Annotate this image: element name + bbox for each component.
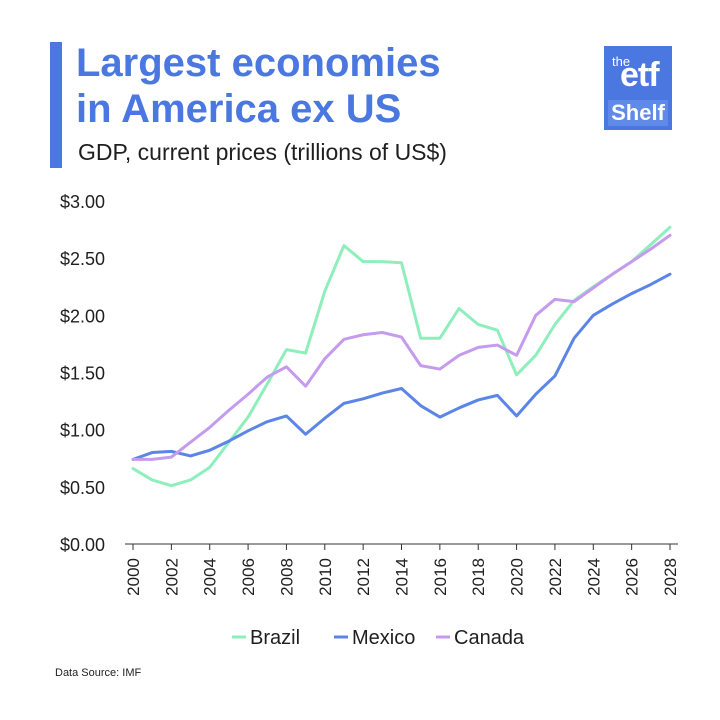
data-source-note: Data Source: IMF xyxy=(55,667,142,679)
logo-text-shelf: Shelf xyxy=(608,100,668,126)
x-tick-label: 2020 xyxy=(508,558,527,596)
title-line-2: in America ex US xyxy=(76,87,402,131)
legend-label-mexico: Mexico xyxy=(352,627,415,649)
y-tick-label: $3.00 xyxy=(60,192,105,212)
y-tick-label: $1.00 xyxy=(60,421,105,441)
y-tick-label: $0.00 xyxy=(60,535,105,555)
y-tick-label: $2.50 xyxy=(60,249,105,269)
y-tick-label: $1.50 xyxy=(60,364,105,384)
title-accent-bar xyxy=(50,42,62,168)
x-tick-label: 2010 xyxy=(316,558,335,596)
x-tick-label: 2002 xyxy=(162,558,181,596)
y-tick-label: $2.00 xyxy=(60,306,105,326)
legend-label-brazil: Brazil xyxy=(250,627,300,649)
x-tick-label: 2012 xyxy=(354,558,373,596)
page-title: Largest economies in America ex US xyxy=(76,40,556,132)
x-tick-label: 2004 xyxy=(201,558,220,596)
logo-text-etf: etf xyxy=(620,56,660,94)
series-line-mexico xyxy=(131,272,672,461)
x-tick-label: 2026 xyxy=(623,558,642,596)
x-tick-label: 2022 xyxy=(546,558,565,596)
x-tick-label: 2028 xyxy=(661,558,680,596)
legend-label-canada: Canada xyxy=(454,627,525,649)
x-tick-label: 2006 xyxy=(239,558,258,596)
y-tick-label: $0.50 xyxy=(60,478,105,498)
x-tick-label: 2018 xyxy=(469,558,488,596)
x-tick-label: 2024 xyxy=(584,558,603,596)
chart-subtitle: GDP, current prices (trillions of US$) xyxy=(78,139,447,165)
x-tick-label: 2008 xyxy=(277,558,296,596)
logo-text-the: the xyxy=(612,54,631,69)
series-line-canada xyxy=(131,233,672,461)
logo-top: the etf xyxy=(604,48,672,96)
x-tick-label: 2000 xyxy=(124,558,143,596)
x-tick-label: 2014 xyxy=(393,558,412,596)
etf-shelf-logo: the etf Shelf xyxy=(604,46,672,130)
title-line-1: Largest economies xyxy=(76,41,441,85)
x-tick-label: 2016 xyxy=(431,558,450,596)
